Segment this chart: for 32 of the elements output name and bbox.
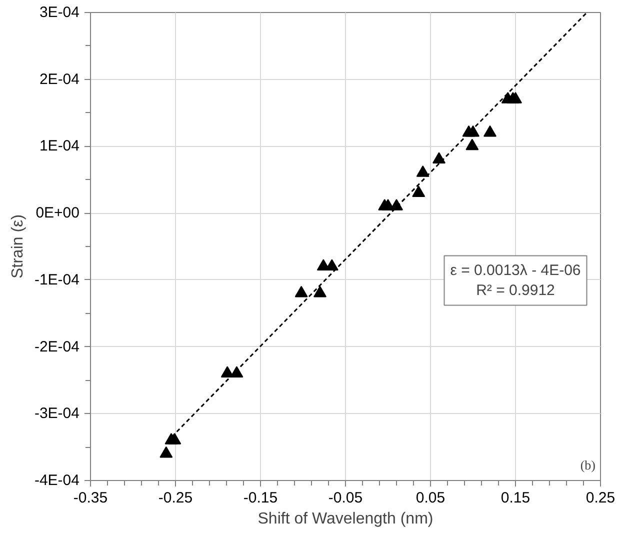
point (466, 138, 479, 150)
point (484, 125, 496, 137)
point (294, 286, 308, 298)
x-tick-label: 0.05 (416, 490, 446, 506)
point (314, 286, 326, 298)
x-tick-label: -0.25 (158, 490, 193, 506)
y-tick-label: 1E-04 (39, 138, 80, 155)
y-axis-title: Strain (ε) (9, 214, 26, 279)
x-tick-label: 0.25 (586, 490, 616, 506)
y-tick-label: -2E-04 (34, 338, 80, 356)
y-tick-label: -1E-04 (34, 271, 80, 288)
point (509, 92, 522, 104)
annotation: ε = 0.0013λ - 4E-06 R² = 0.9912 (450, 262, 581, 300)
x-axis-title: Shift of Wavelength (nm) (258, 510, 434, 528)
y-tick-label: -4E-04 (34, 472, 80, 489)
y-tick-label: 3E-04 (39, 4, 80, 21)
point (416, 166, 430, 177)
point (220, 366, 234, 378)
y-tick-label: 0E+00 (36, 204, 80, 222)
annotation: (b) (580, 458, 596, 472)
point (160, 446, 173, 458)
y-tick-label: 2E-04 (39, 70, 80, 88)
point (412, 186, 426, 197)
point (466, 125, 480, 137)
point (432, 152, 446, 164)
x-tick-label: -0.15 (243, 490, 278, 506)
x-tick-label: 0.15 (500, 490, 530, 506)
y-tick-label: -3E-04 (34, 405, 80, 422)
x-tick-label: -0.05 (328, 490, 363, 506)
x-tick-label: -0.35 (73, 490, 108, 506)
point (390, 198, 403, 210)
point (168, 432, 182, 444)
